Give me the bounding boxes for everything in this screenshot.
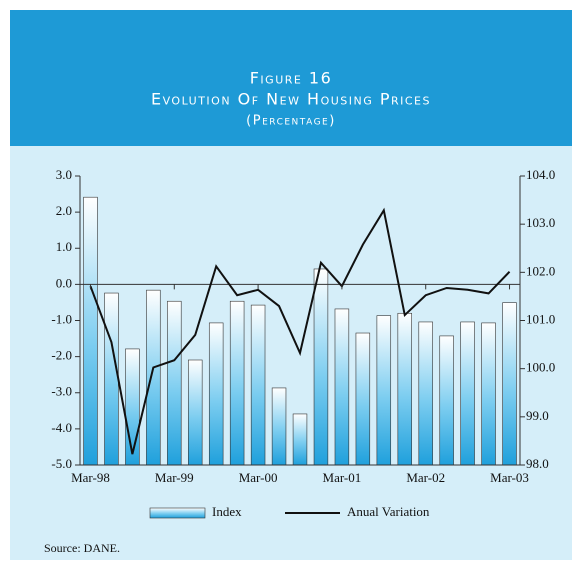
bar [83,196,98,466]
chart-panel [10,146,572,560]
y-tick-label: 0.0 [56,275,72,290]
y-tick-label: 2.0 [56,203,72,218]
y2-tick-label: 104.0 [526,167,555,182]
y2-tick-label: 103.0 [526,215,555,230]
x-tick-label: Mar-01 [323,470,362,485]
bar [481,322,496,466]
bar [125,348,140,466]
bar [104,292,119,466]
chart-subtitle: Evolution Of New Housing Prices [151,90,431,109]
y2-tick-label: 98.0 [526,456,549,471]
bar [439,335,454,466]
source: Source: DANE. [44,541,120,555]
bar [250,304,266,466]
bar [334,308,350,466]
bar [376,315,392,466]
x-tick-label: Mar-98 [71,470,110,485]
bar [397,312,412,466]
bar [146,289,161,466]
x-tick-label: Mar-02 [406,470,445,485]
y-tick-label: 3.0 [56,167,72,182]
bar [313,268,329,466]
y-tick-label: -3.0 [51,384,72,399]
y2-tick-label: 102.0 [526,263,555,278]
bar [460,321,475,466]
chart-unit: (Percentage) [246,114,336,129]
legend-label: Index [212,504,242,519]
y-tick-label: -5.0 [51,456,72,471]
line [89,207,511,455]
y-tick-label: -4.0 [51,420,72,435]
header-band [10,10,572,146]
bar [355,332,371,466]
y-tick-label: -2.0 [51,348,72,363]
bar [418,321,433,466]
x-tick-label: Mar-03 [490,470,529,485]
bar [271,387,287,466]
y2-tick-label: 101.0 [526,311,555,326]
bar [167,300,182,466]
x-tick-label: Mar-99 [155,470,194,485]
legend-swatch [149,507,206,519]
bar [188,359,203,466]
bar [229,300,245,466]
chart-title: Figure 16 [250,69,333,88]
bar [502,302,517,466]
bar [292,413,308,466]
y2-tick-label: 100.0 [526,360,555,375]
y-tick-label: -1.0 [51,311,72,326]
legend-label: Anual Variation [347,504,430,519]
y-tick-label: 1.0 [56,239,72,254]
x-tick-label: Mar-00 [239,470,278,485]
y2-tick-label: 99.0 [526,408,549,423]
bar [208,322,224,466]
